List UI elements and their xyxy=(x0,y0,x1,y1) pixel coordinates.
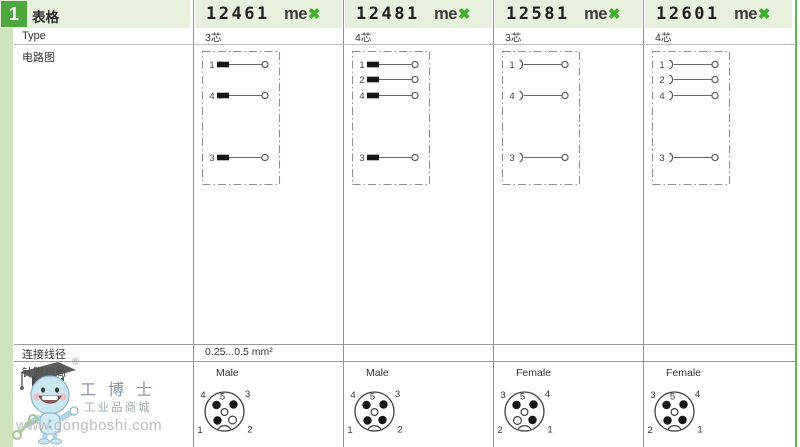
registered-mark: ® xyxy=(72,356,79,366)
left-green-strip xyxy=(0,0,13,447)
type-value: 4芯 xyxy=(355,32,372,44)
svg-text:3: 3 xyxy=(650,390,655,401)
svg-text:2: 2 xyxy=(397,425,402,436)
circuit-diagram: 1 2 4 3 xyxy=(649,46,744,192)
column-header: 12481 me✖ xyxy=(345,0,492,28)
mex-logo: me✖ xyxy=(284,5,320,24)
connector-face-diagram: 3 4 2 1 5 xyxy=(644,386,714,440)
svg-text:3: 3 xyxy=(359,153,364,164)
svg-text:5: 5 xyxy=(220,392,225,403)
svg-text:5: 5 xyxy=(370,392,375,403)
wire-size-value: 0.25...0.5 mm² xyxy=(205,346,273,358)
mex-x-icon: ✖ xyxy=(757,5,771,23)
gender-label: Male xyxy=(366,367,389,379)
svg-text:3: 3 xyxy=(500,390,505,401)
svg-text:4: 4 xyxy=(359,91,364,102)
type-value: 3芯 xyxy=(205,32,222,44)
mex-logo-text: me xyxy=(584,4,607,23)
mex-logo: me✖ xyxy=(434,5,470,24)
mex-logo-text: me xyxy=(284,4,307,23)
watermark-url: www.gongboshi.com xyxy=(16,417,163,434)
svg-text:2: 2 xyxy=(659,75,664,86)
type-value: 3芯 xyxy=(505,32,522,44)
svg-text:1: 1 xyxy=(197,425,202,436)
part-number: 12461 xyxy=(206,4,270,24)
header-band xyxy=(0,0,190,28)
svg-text:2: 2 xyxy=(647,425,652,436)
row-label-type: Type xyxy=(22,30,46,42)
svg-text:4: 4 xyxy=(509,91,514,102)
part-number: 12481 xyxy=(356,4,420,24)
column-divider xyxy=(795,0,797,447)
svg-text:2: 2 xyxy=(359,75,364,86)
circuit-diagram: 1 2 4 3 xyxy=(349,46,444,192)
row-divider xyxy=(14,44,796,45)
column-divider xyxy=(192,0,194,447)
row-label-wire-size: 连接线径 xyxy=(22,349,66,361)
mex-x-icon: ✖ xyxy=(607,5,621,23)
svg-text:1: 1 xyxy=(659,60,664,71)
svg-text:4: 4 xyxy=(350,390,355,401)
svg-text:1: 1 xyxy=(209,60,214,71)
mex-logo: me✖ xyxy=(584,5,620,24)
svg-text:4: 4 xyxy=(695,389,700,400)
circuit-diagram: 1 4 3 xyxy=(199,46,294,192)
mascot-icon xyxy=(11,362,79,445)
connector-face-diagram: 4 3 1 2 5 xyxy=(194,386,264,440)
svg-text:4: 4 xyxy=(200,390,205,401)
svg-text:4: 4 xyxy=(209,91,214,102)
svg-text:3: 3 xyxy=(395,389,400,400)
column-header: 12601 me✖ xyxy=(645,0,792,28)
svg-text:2: 2 xyxy=(247,425,252,436)
circuit-diagram: 1 4 3 xyxy=(499,46,594,192)
mex-logo-text: me xyxy=(434,4,457,23)
svg-text:4: 4 xyxy=(545,389,550,400)
svg-text:5: 5 xyxy=(670,392,675,403)
gender-label: Female xyxy=(666,367,702,379)
mex-x-icon: ✖ xyxy=(307,5,321,23)
row-divider xyxy=(14,360,796,362)
connector-face-diagram: 3 4 2 1 5 xyxy=(494,386,564,440)
column-divider xyxy=(492,0,494,447)
part-number: 12581 xyxy=(506,4,570,24)
watermark-brand: 工博士 xyxy=(80,382,165,399)
svg-text:1: 1 xyxy=(509,60,514,71)
svg-text:1: 1 xyxy=(547,425,552,436)
row-label-circuit: 电路图 xyxy=(22,52,55,64)
part-number: 12601 xyxy=(656,4,720,24)
gender-label: Female xyxy=(516,367,552,379)
mex-x-icon: ✖ xyxy=(457,5,471,23)
svg-text:3: 3 xyxy=(209,153,214,164)
type-value: 4芯 xyxy=(655,32,672,44)
svg-text:3: 3 xyxy=(659,153,664,164)
watermark-subtitle: 工业品商城 xyxy=(84,402,152,414)
watermark xyxy=(8,352,238,447)
connector-face-diagram: 4 3 1 2 5 xyxy=(344,386,414,440)
svg-text:1: 1 xyxy=(697,425,702,436)
svg-text:3: 3 xyxy=(245,389,250,400)
mex-logo: me✖ xyxy=(734,5,770,24)
section-number-badge: 1 xyxy=(1,1,27,27)
section-title: 表格 xyxy=(32,10,59,25)
column-header: 12581 me✖ xyxy=(495,0,642,28)
gender-label: Male xyxy=(216,367,239,379)
row-divider xyxy=(14,343,796,345)
svg-text:2: 2 xyxy=(497,425,502,436)
svg-text:4: 4 xyxy=(659,91,664,102)
svg-text:1: 1 xyxy=(359,60,364,71)
svg-text:3: 3 xyxy=(509,153,514,164)
column-divider xyxy=(342,0,344,447)
svg-text:5: 5 xyxy=(520,392,525,403)
svg-text:1: 1 xyxy=(347,425,352,436)
mex-logo-text: me xyxy=(734,4,757,23)
column-divider xyxy=(642,0,644,447)
column-header: 12461 me✖ xyxy=(195,0,342,28)
